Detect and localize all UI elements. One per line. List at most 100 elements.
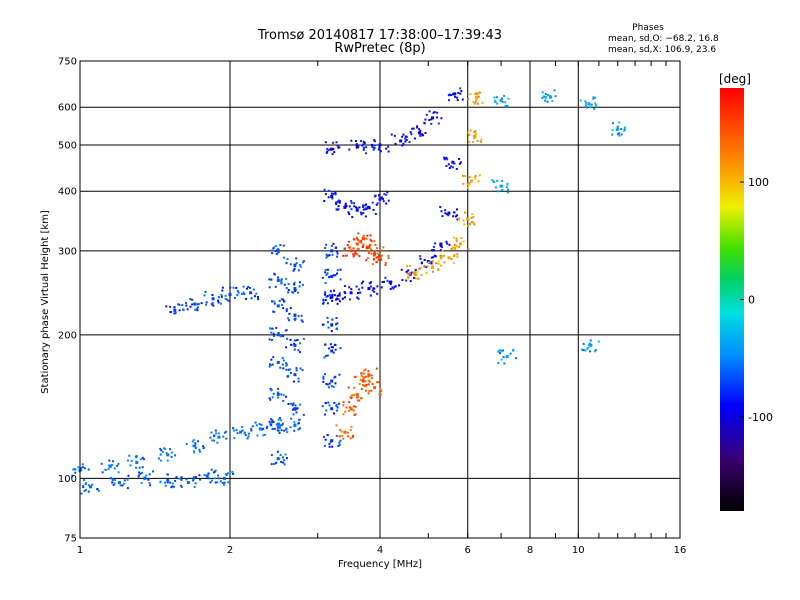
echo-point [297,377,300,380]
echo-point [348,286,351,289]
echo-point [268,286,271,289]
echo-point [405,279,408,282]
echo-point [194,475,197,478]
echo-point [367,375,370,378]
echo-point [462,219,465,222]
echo-point [292,269,295,272]
echo-point [445,165,448,168]
echo-point [217,474,220,477]
series-low-scatter [80,468,235,495]
echo-point [339,439,342,442]
echo-point [472,216,475,219]
echo-point [140,482,143,485]
echo-point [502,349,505,352]
echo-point [373,140,376,143]
echo-point [356,236,359,239]
echo-point [220,294,223,297]
echo-point [477,95,480,98]
echo-point [358,240,361,243]
echo-point [334,382,337,385]
echo-point [109,477,112,480]
echo-point [268,397,271,400]
echo-point [491,179,494,182]
echo-point [392,287,395,290]
echo-point [280,278,283,281]
echo-point [295,407,298,410]
echo-point [330,244,333,247]
echo-point [345,254,348,257]
echo-point [297,349,300,352]
echo-point [270,418,273,421]
x-tick-label: 16 [674,545,687,556]
data-point [549,95,553,99]
echo-point [439,206,442,209]
echo-point [276,391,279,394]
echo-point [411,127,414,130]
data-point [473,135,477,139]
echo-point [277,418,280,421]
echo-point [141,466,144,469]
echo-point [237,291,240,294]
echo-point [331,153,334,156]
echo-point [164,481,167,484]
echo-point [385,193,388,196]
echo-point [437,122,440,125]
echo-point [322,302,325,305]
echo-point [256,295,259,298]
echo-point [193,485,196,488]
echo-point [414,277,417,280]
echo-point [460,237,463,240]
echo-point [186,308,189,311]
echo-point [445,240,448,243]
echo-point [242,291,245,294]
echo-point [363,142,366,145]
echo-point [445,156,448,159]
data-point [223,476,227,480]
echo-point [82,466,85,469]
echo-point [224,297,227,300]
echo-point [364,380,367,383]
echo-point [221,286,224,289]
echo-point [365,245,368,248]
echo-point [286,431,289,434]
echo-point [360,213,363,216]
echo-point [365,389,368,392]
echo-point [328,445,331,448]
echo-point [446,158,449,161]
echo-point [159,447,162,450]
echo-point [425,266,428,269]
echo-point [326,272,329,275]
echo-point [322,375,325,378]
echo-point [352,253,355,256]
data-point [276,392,280,396]
echo-point [185,304,188,307]
echo-point [331,253,334,256]
echo-point [342,254,345,257]
echo-point [152,470,155,473]
data-point [276,422,280,426]
echo-point [87,490,90,493]
echo-point [322,299,325,302]
echo-point [374,212,377,215]
data-point [355,208,359,212]
echo-point [293,283,296,286]
echo-point [543,95,546,98]
echo-point [365,385,368,388]
echo-point [169,481,172,484]
echo-point [363,369,366,372]
echo-point [232,472,235,475]
echo-point [592,96,595,99]
echo-point [361,144,364,147]
echo-point [287,291,290,294]
echo-point [417,277,420,280]
echo-point [496,190,499,193]
echo-point [374,243,377,246]
echo-point [149,484,152,487]
echo-point [456,214,459,217]
echo-point [169,305,172,308]
echo-point [342,404,345,407]
echo-point [391,286,394,289]
echo-point [159,481,162,484]
echo-point [472,141,475,144]
echo-point [363,208,366,211]
